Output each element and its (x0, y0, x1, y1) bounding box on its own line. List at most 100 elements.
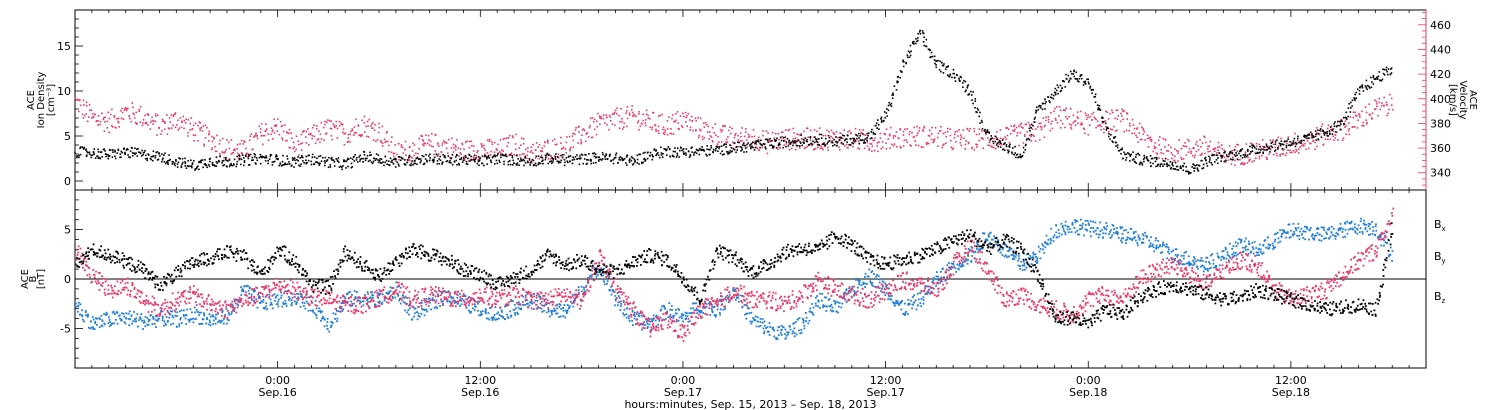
data-point (1024, 149, 1027, 151)
data-point (285, 305, 288, 307)
data-point (1159, 163, 1162, 166)
data-point (741, 127, 743, 129)
data-point (406, 297, 408, 299)
data-point (402, 294, 404, 297)
data-point (383, 138, 386, 141)
data-point (678, 308, 680, 311)
data-point (835, 130, 838, 133)
data-point (185, 314, 188, 317)
data-point (702, 305, 705, 308)
data-point (1292, 150, 1295, 152)
data-point (421, 308, 424, 311)
data-point (739, 132, 742, 135)
data-point (929, 49, 931, 51)
data-point (331, 321, 334, 324)
data-point (351, 304, 354, 307)
data-point (577, 142, 579, 144)
data-point (119, 153, 122, 155)
data-point (1241, 162, 1244, 165)
data-point (948, 75, 951, 78)
data-point (273, 160, 276, 163)
data-point (417, 158, 420, 160)
data-point (713, 314, 716, 316)
data-point (379, 158, 381, 160)
data-point (425, 134, 427, 137)
data-point (1287, 149, 1289, 151)
data-point (827, 146, 829, 149)
data-point (1135, 153, 1138, 156)
data-point (593, 152, 596, 154)
data-point (497, 143, 499, 146)
data-point (1337, 139, 1339, 141)
data-point (1006, 127, 1008, 129)
data-point (1348, 133, 1351, 136)
data-point (428, 297, 431, 300)
data-point (215, 156, 218, 158)
data-point (582, 128, 585, 130)
data-point (690, 115, 693, 118)
data-point (743, 151, 745, 153)
data-point (546, 139, 549, 142)
data-point (531, 161, 533, 164)
data-point (475, 156, 477, 159)
data-point (1196, 167, 1199, 169)
data-point (394, 157, 397, 160)
data-point (432, 160, 435, 162)
data-point (940, 70, 942, 73)
data-point (1129, 125, 1131, 127)
data-point (1333, 125, 1336, 127)
data-point (1192, 163, 1195, 166)
data-point (433, 307, 436, 309)
data-point (305, 296, 308, 299)
data-point (663, 133, 666, 136)
data-point (1077, 122, 1079, 125)
data-point (371, 162, 374, 165)
data-point (1125, 153, 1128, 156)
data-point (785, 145, 787, 148)
data-point (109, 149, 112, 152)
data-point (1019, 131, 1022, 134)
data-point (890, 126, 892, 129)
data-point (519, 154, 521, 156)
data-point (826, 142, 828, 145)
data-point (101, 156, 103, 158)
data-point (788, 139, 791, 142)
data-point (280, 291, 282, 294)
data-point (840, 141, 843, 144)
data-point (1054, 91, 1057, 94)
data-point (469, 160, 471, 162)
data-point (1310, 133, 1313, 136)
data-point (1033, 121, 1035, 123)
data-point (682, 151, 685, 153)
data-point (1316, 127, 1318, 129)
data-point (394, 296, 397, 299)
data-point (1366, 88, 1368, 91)
data-point (336, 127, 339, 130)
data-point (638, 153, 640, 156)
data-point (404, 148, 406, 151)
data-point (976, 144, 978, 146)
data-point (970, 94, 973, 96)
data-point (691, 146, 693, 149)
data-point (1291, 142, 1294, 145)
data-point (360, 134, 363, 137)
data-point (224, 150, 227, 153)
data-point (1120, 115, 1123, 117)
data-point (1289, 151, 1292, 154)
data-point (464, 141, 467, 143)
data-point (1017, 156, 1019, 159)
data-point (483, 154, 486, 157)
data-point (391, 161, 394, 164)
data-point (280, 294, 283, 297)
data-point (1194, 164, 1196, 167)
data-point (686, 125, 688, 127)
data-point (337, 157, 340, 159)
data-point (305, 159, 307, 162)
data-point (1085, 118, 1088, 120)
data-point (429, 153, 431, 156)
data-point (190, 318, 193, 321)
data-point (445, 141, 448, 144)
data-point (923, 36, 925, 39)
data-point (390, 161, 393, 163)
data-point (730, 147, 733, 149)
